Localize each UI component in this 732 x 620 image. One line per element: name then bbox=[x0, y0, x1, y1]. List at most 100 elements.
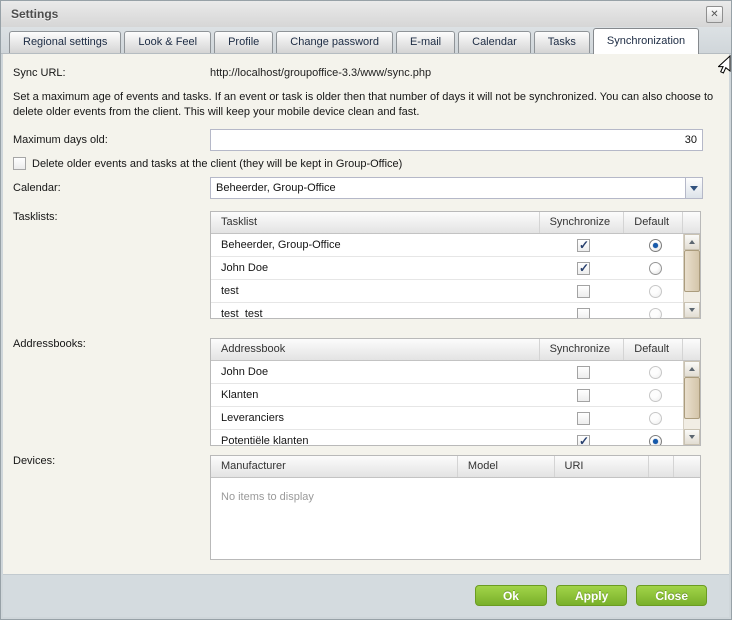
title-bar[interactable]: Settings ✕ bbox=[1, 1, 731, 27]
table-row[interactable]: John Doe bbox=[211, 361, 685, 384]
default-radio[interactable] bbox=[649, 261, 662, 275]
synchronize-cell bbox=[541, 284, 626, 298]
default-cell bbox=[626, 284, 685, 298]
column-header-manufacturer[interactable]: Manufacturer bbox=[211, 456, 458, 477]
default-radio[interactable] bbox=[649, 411, 662, 425]
default-radio[interactable] bbox=[649, 238, 662, 252]
default-radio[interactable] bbox=[649, 388, 662, 402]
scroll-down-icon[interactable] bbox=[684, 429, 700, 445]
row-name: Potentiële klanten bbox=[221, 435, 309, 445]
default-radio[interactable] bbox=[649, 307, 662, 318]
scroll-up-icon[interactable] bbox=[684, 361, 700, 377]
tasklists-label: Tasklists: bbox=[13, 211, 58, 223]
scroll-up-icon[interactable] bbox=[684, 234, 700, 250]
max-days-input[interactable] bbox=[210, 129, 703, 151]
tasklists-grid-header: Tasklist Synchronize Default bbox=[211, 212, 700, 234]
description-text: Set a maximum age of events and tasks. I… bbox=[13, 91, 714, 118]
delete-older-row: Delete older events and tasks at the cli… bbox=[13, 157, 719, 170]
column-header-uri[interactable]: URI bbox=[555, 456, 650, 477]
synchronize-checkbox[interactable] bbox=[577, 307, 590, 318]
addressbooks-row: Addressbooks: Addressbook Synchronize Defa… bbox=[13, 338, 719, 446]
synchronize-checkbox[interactable] bbox=[577, 365, 590, 379]
window-title: Settings bbox=[11, 7, 59, 21]
vertical-scrollbar[interactable] bbox=[683, 234, 700, 318]
synchronize-checkbox[interactable] bbox=[577, 434, 590, 445]
default-cell bbox=[626, 261, 685, 275]
tasklists-row: Tasklists: Tasklist Synchronize Default Beh… bbox=[13, 211, 719, 319]
table-row[interactable]: test_test bbox=[211, 303, 685, 318]
default-cell bbox=[626, 411, 685, 425]
table-row[interactable]: Leveranciers bbox=[211, 407, 685, 430]
column-header-default[interactable]: Default bbox=[624, 212, 684, 233]
close-button[interactable]: Close bbox=[636, 585, 707, 606]
tasklists-grid-body: Beheerder, Group-Office John Doe test test_… bbox=[211, 234, 700, 318]
column-header-model[interactable]: Model bbox=[458, 456, 555, 477]
tab-synchronization[interactable]: Synchronization bbox=[592, 28, 700, 54]
default-cell bbox=[626, 434, 685, 445]
synchronization-panel: Sync URL: http://localhost/groupoffice-3… bbox=[3, 54, 729, 574]
sync-url-value: http://localhost/groupoffice-3.3/www/syn… bbox=[210, 67, 432, 79]
column-header-spacer bbox=[674, 456, 700, 477]
tasklists-grid: Tasklist Synchronize Default Beheerder, Gro… bbox=[210, 211, 701, 319]
column-header-spacer bbox=[649, 456, 675, 477]
table-row[interactable]: John Doe bbox=[211, 257, 685, 280]
close-icon: ✕ bbox=[710, 9, 719, 20]
row-name: test_test bbox=[221, 308, 263, 318]
synchronize-cell bbox=[541, 411, 626, 425]
default-radio[interactable] bbox=[649, 284, 662, 298]
synchronize-checkbox[interactable] bbox=[577, 388, 590, 402]
synchronize-cell bbox=[541, 238, 626, 252]
synchronize-cell bbox=[541, 388, 626, 402]
table-row[interactable]: Beheerder, Group-Office bbox=[211, 234, 685, 257]
scrollbar-thumb[interactable] bbox=[684, 250, 700, 292]
synchronize-checkbox[interactable] bbox=[577, 411, 590, 425]
synchronize-checkbox[interactable] bbox=[577, 284, 590, 298]
tab-tasks[interactable]: Tasks bbox=[533, 31, 590, 53]
table-row[interactable]: test bbox=[211, 280, 685, 303]
scroll-down-icon[interactable] bbox=[684, 302, 700, 318]
vertical-scrollbar[interactable] bbox=[683, 361, 700, 445]
devices-grid-body: No items to display bbox=[211, 478, 700, 559]
chevron-down-icon[interactable] bbox=[685, 178, 702, 198]
row-name: Leveranciers bbox=[221, 412, 284, 424]
ok-button[interactable]: Ok bbox=[474, 585, 547, 606]
synchronize-cell bbox=[541, 261, 626, 275]
column-header-default[interactable]: Default bbox=[624, 339, 684, 360]
table-row[interactable]: Potentiële klanten bbox=[211, 430, 685, 445]
tab-e-mail[interactable]: E-mail bbox=[395, 31, 456, 53]
column-header-tasklist[interactable]: Tasklist bbox=[211, 212, 540, 233]
delete-older-checkbox[interactable] bbox=[13, 157, 26, 170]
tab-look-feel[interactable]: Look & Feel bbox=[124, 31, 212, 53]
tab-calendar[interactable]: Calendar bbox=[458, 31, 531, 53]
sync-url-label: Sync URL: bbox=[13, 67, 66, 79]
tab-change-password[interactable]: Change password bbox=[276, 31, 393, 53]
row-name: Klanten bbox=[221, 389, 259, 401]
column-header-spacer bbox=[683, 339, 700, 360]
delete-older-label[interactable]: Delete older events and tasks at the cli… bbox=[32, 157, 403, 170]
apply-button[interactable]: Apply bbox=[555, 585, 628, 606]
default-radio[interactable] bbox=[649, 434, 662, 445]
calendar-combobox[interactable]: Beheerder, Group-Office bbox=[210, 177, 703, 199]
synchronize-cell bbox=[541, 365, 626, 379]
default-cell bbox=[626, 238, 685, 252]
scrollbar-thumb[interactable] bbox=[684, 377, 700, 419]
synchronize-checkbox[interactable] bbox=[577, 261, 590, 275]
synchronize-checkbox[interactable] bbox=[577, 238, 590, 252]
table-row[interactable]: Klanten bbox=[211, 384, 685, 407]
tab-profile[interactable]: Profile bbox=[214, 31, 274, 53]
row-name: test bbox=[221, 285, 239, 297]
row-name: John Doe bbox=[221, 262, 269, 274]
tab-regional-settings[interactable]: Regional settings bbox=[9, 31, 122, 53]
addressbooks-label: Addressbooks: bbox=[13, 338, 86, 350]
synchronize-cell bbox=[541, 307, 626, 318]
close-button[interactable]: ✕ bbox=[706, 6, 723, 23]
column-header-synchronize[interactable]: Synchronize bbox=[540, 339, 625, 360]
column-header-synchronize[interactable]: Synchronize bbox=[540, 212, 625, 233]
row-name: Beheerder, Group-Office bbox=[221, 239, 341, 251]
default-radio[interactable] bbox=[649, 365, 662, 379]
devices-row: Devices: Manufacturer Model URI No items t… bbox=[13, 455, 719, 560]
column-header-addressbook[interactable]: Addressbook bbox=[211, 339, 540, 360]
calendar-label: Calendar: bbox=[13, 182, 61, 194]
default-cell bbox=[626, 307, 685, 318]
